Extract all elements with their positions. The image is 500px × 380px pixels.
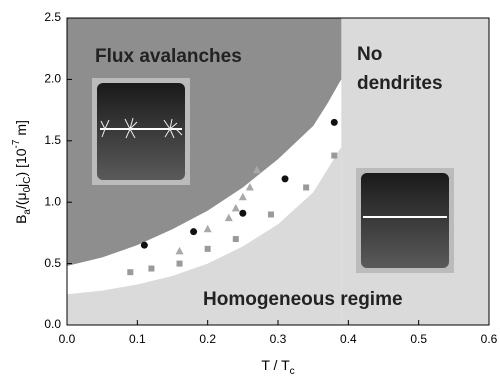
y-tick-label: 2.5 — [44, 10, 61, 24]
label-part: C — [22, 176, 33, 183]
label-part: ) [10 — [13, 148, 29, 176]
x-axis-label: T / Tc — [261, 357, 294, 377]
x-tick-label: 0.2 — [199, 332, 216, 346]
y-tick-label: 2.0 — [44, 72, 61, 86]
label-part: c — [290, 366, 295, 377]
label-part: /(μ — [13, 192, 29, 209]
point — [177, 261, 183, 267]
x-tick-label: 0.4 — [340, 332, 357, 346]
x-tick-label: 0.6 — [481, 332, 498, 346]
point — [239, 210, 246, 217]
point — [268, 211, 274, 217]
annotation: dendrites — [357, 73, 443, 94]
point — [205, 246, 211, 252]
point — [141, 242, 148, 249]
point — [303, 184, 309, 190]
point — [127, 269, 133, 275]
y-tick-label: 0.5 — [44, 256, 61, 270]
x-tick-label: 0.0 — [59, 332, 76, 346]
y-tick-label: 1.0 — [44, 194, 61, 208]
y-axis-label: Ba/(μ0jC) [10-7 m] — [11, 120, 33, 224]
label-part: m] — [13, 120, 29, 139]
chart: 0.00.10.20.30.40.50.60.00.51.01.52.02.5 … — [0, 0, 500, 380]
point — [331, 119, 338, 126]
point — [190, 228, 197, 235]
point — [148, 266, 154, 272]
inset-photo — [97, 83, 185, 180]
point — [282, 175, 289, 182]
point — [233, 236, 239, 242]
x-tick-label: 0.1 — [129, 332, 146, 346]
annotation: Homogeneous regime — [203, 289, 403, 310]
x-tick-label: 0.3 — [270, 332, 287, 346]
inset-photo — [361, 173, 449, 268]
label-part: T / T — [261, 357, 290, 373]
y-tick-label: 1.5 — [44, 133, 61, 147]
annotation: Flux avalanches — [95, 46, 242, 67]
label-part: B — [13, 215, 29, 224]
point — [331, 153, 337, 159]
y-tick-label: 0.0 — [44, 317, 61, 331]
x-tick-label: 0.5 — [410, 332, 427, 346]
annotation: No — [357, 44, 382, 65]
